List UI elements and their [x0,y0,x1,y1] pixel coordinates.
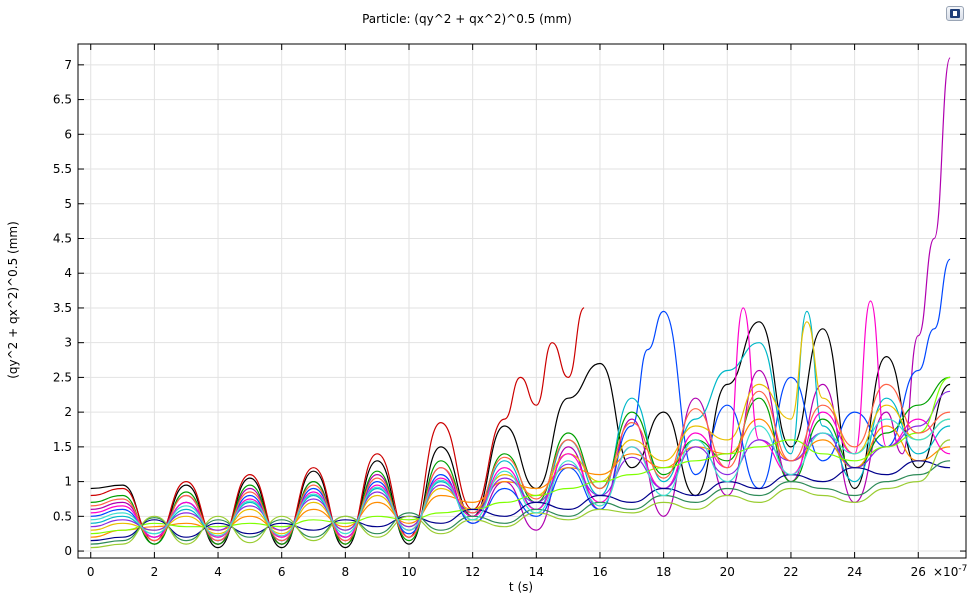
x-tick-label: 6 [278,565,286,579]
series-line-2 [90,307,585,545]
y-tick-label: 4.5 [53,231,72,245]
y-tick-label: 0 [64,544,72,558]
x-tick-label: 20 [720,565,735,579]
x-axis-multiplier: ×10-7 [933,564,967,579]
series-line-11 [90,376,951,535]
y-tick-label: 0.5 [53,509,72,523]
y-tick-label: 1.5 [53,440,72,454]
plot-frame [77,43,967,559]
x-tick-label: 24 [847,565,862,579]
y-tick-label: 6 [64,127,72,141]
x-tick-label: 16 [592,565,607,579]
y-tick-label: 6.5 [53,93,72,107]
x-tick-label: 4 [214,565,222,579]
series-line-7 [90,321,951,535]
graph-toolbar-button[interactable] [946,6,964,21]
x-axis-multiplier-base: ×10 [933,565,959,579]
y-tick-label: 4 [64,266,72,280]
plot-background [78,44,966,558]
graph-toolbar-icon [950,9,960,18]
x-axis-multiplier-exponent: -7 [958,564,968,574]
x-tick-label: 10 [401,565,416,579]
x-tick-label: 18 [656,565,671,579]
y-tick-label: 2.5 [53,370,72,384]
x-tick-label: 22 [783,565,798,579]
x-tick-label: 12 [465,565,480,579]
series-line-4 [90,258,951,542]
series-line-9 [90,300,951,538]
y-tick-label: 7 [64,58,72,72]
y-tick-label: 5 [64,197,72,211]
x-tick-label: 26 [911,565,926,579]
x-tick-label: 2 [151,565,159,579]
series-line-10 [90,390,951,531]
series-line-16 [90,418,951,537]
x-tick-label: 14 [529,565,544,579]
series-line-14 [90,439,951,549]
series-line-15 [90,383,951,542]
y-tick-label: 5.5 [53,162,72,176]
chart-title: Particle: (qy^2 + qx^2)^0.5 (mm) [362,12,572,26]
x-tick-label: 0 [87,565,95,579]
x-tick-label: 8 [342,565,350,579]
y-tick-label: 1 [64,475,72,489]
y-tick-label: 3.5 [53,301,72,315]
y-tick-label: 3 [64,336,72,350]
series-line-8 [90,418,951,538]
y-tick-label: 2 [64,405,72,419]
